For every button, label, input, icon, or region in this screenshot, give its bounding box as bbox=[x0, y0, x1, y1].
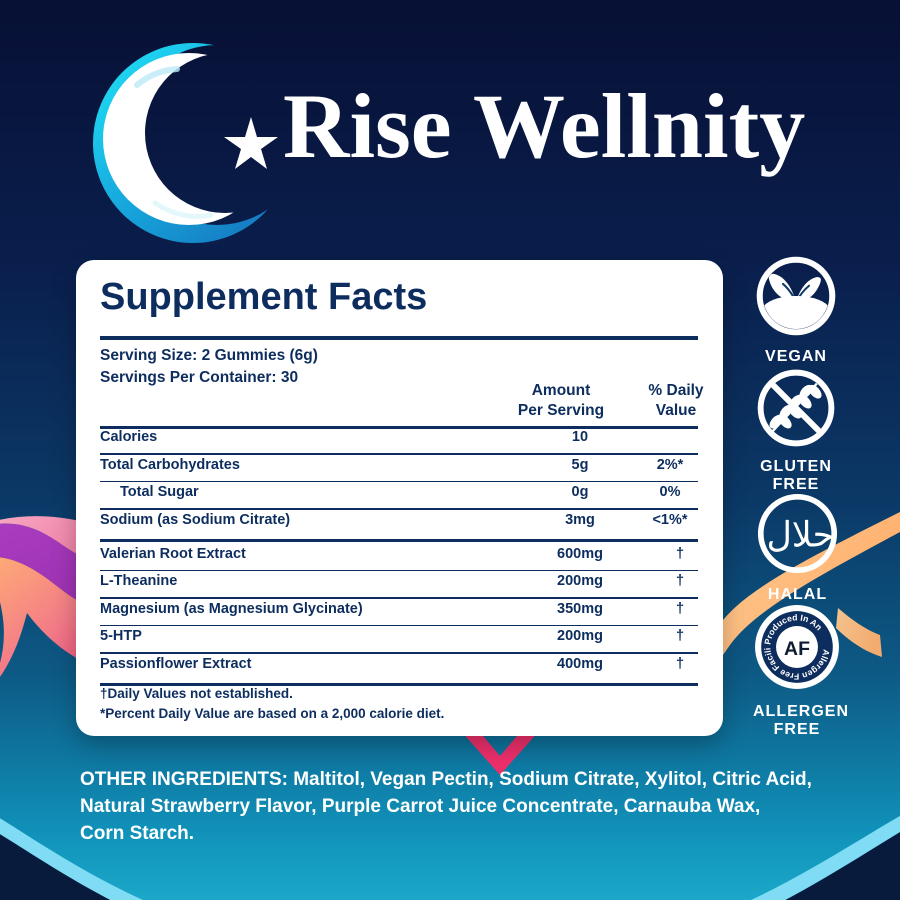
svg-text:AF: AF bbox=[784, 638, 810, 660]
svg-text:حلال: حلال bbox=[767, 516, 835, 555]
